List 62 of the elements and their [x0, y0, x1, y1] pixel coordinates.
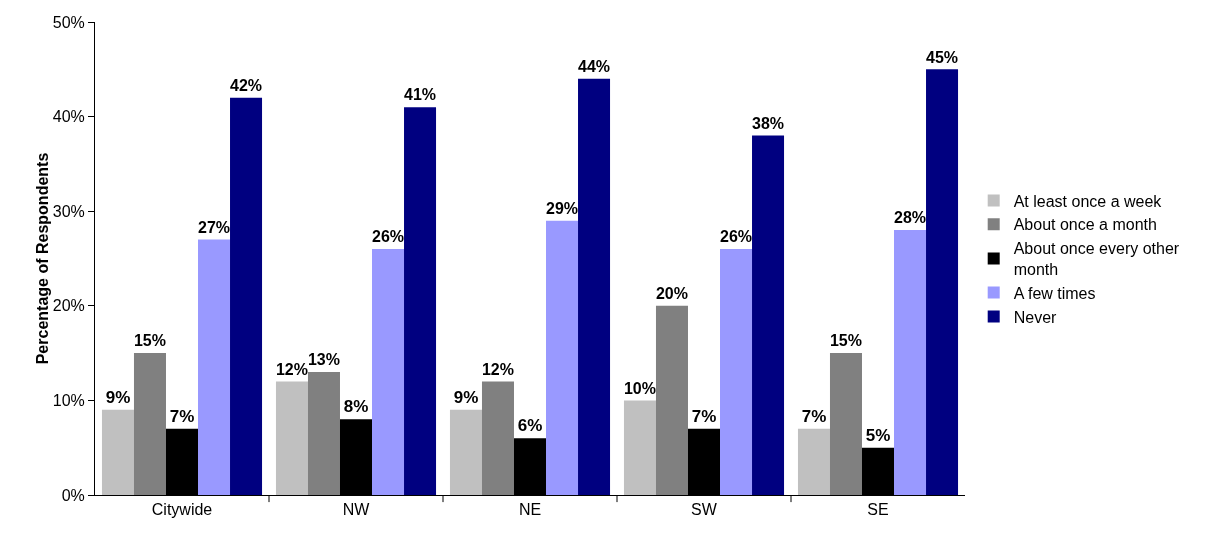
- bar: [926, 69, 959, 495]
- bar: [372, 249, 405, 495]
- data-label: 44%: [578, 58, 611, 75]
- bar: [623, 400, 656, 495]
- legend-label: About once a month: [1013, 216, 1157, 234]
- x-tick-label: SE: [867, 501, 889, 519]
- legend-label: Never: [1013, 308, 1058, 326]
- y-tick-label: 30%: [52, 202, 85, 220]
- y-tick-label: 50%: [52, 13, 85, 31]
- bar: [546, 220, 579, 495]
- data-label: 10%: [623, 379, 656, 397]
- data-label: 27%: [198, 218, 231, 236]
- data-label: 7%: [169, 406, 195, 426]
- bar: [752, 135, 785, 495]
- bar: [198, 239, 231, 495]
- data-label: 9%: [453, 387, 479, 407]
- bar: [797, 428, 830, 495]
- data-label: 26%: [372, 228, 405, 246]
- bar: [307, 372, 340, 495]
- y-tick-label: 20%: [52, 297, 85, 315]
- data-label: 45%: [926, 48, 959, 66]
- bar: [655, 305, 688, 495]
- bar: [894, 230, 927, 495]
- y-tick-label: 10%: [52, 392, 85, 409]
- data-label: 8%: [343, 397, 369, 417]
- bar: [449, 409, 482, 495]
- data-label: 12%: [481, 360, 514, 378]
- data-label: 42%: [230, 76, 263, 94]
- bar: [230, 97, 263, 495]
- data-label: 9%: [105, 387, 131, 407]
- x-tick-label: NW: [342, 501, 371, 519]
- data-label: 29%: [546, 199, 579, 217]
- y-tick-label: 40%: [52, 108, 85, 126]
- data-label: 41%: [404, 86, 437, 104]
- data-label: 26%: [720, 228, 753, 246]
- x-tick-label: SW: [691, 501, 718, 519]
- data-label: 20%: [655, 285, 688, 303]
- data-label: 5%: [865, 425, 891, 445]
- bar: [404, 107, 437, 495]
- legend-label: At least once a week: [1013, 192, 1163, 210]
- bar: [481, 381, 514, 495]
- data-label: 15%: [133, 332, 166, 350]
- data-label: 15%: [829, 332, 862, 350]
- x-tick-label: NE: [518, 501, 542, 519]
- data-label: 28%: [894, 209, 927, 227]
- bar: [720, 249, 753, 495]
- legend-label: About once every other month: [1013, 240, 1180, 279]
- legend-label: A few times: [1013, 284, 1096, 302]
- x-tick-label: Citywide: [151, 501, 213, 519]
- data-label: 6%: [517, 416, 543, 436]
- bar: [829, 353, 862, 495]
- bar: [133, 353, 166, 495]
- data-label: 38%: [752, 114, 785, 132]
- bar: [275, 381, 308, 495]
- data-label: 7%: [691, 406, 717, 426]
- y-tick-label: 0%: [61, 486, 85, 504]
- data-label: 7%: [801, 406, 827, 426]
- bar: [101, 409, 134, 495]
- bar: [578, 78, 611, 495]
- data-label: 12%: [275, 360, 308, 378]
- data-label: 13%: [307, 351, 340, 369]
- y-axis-title: Percentage of Respondents: [33, 152, 51, 365]
